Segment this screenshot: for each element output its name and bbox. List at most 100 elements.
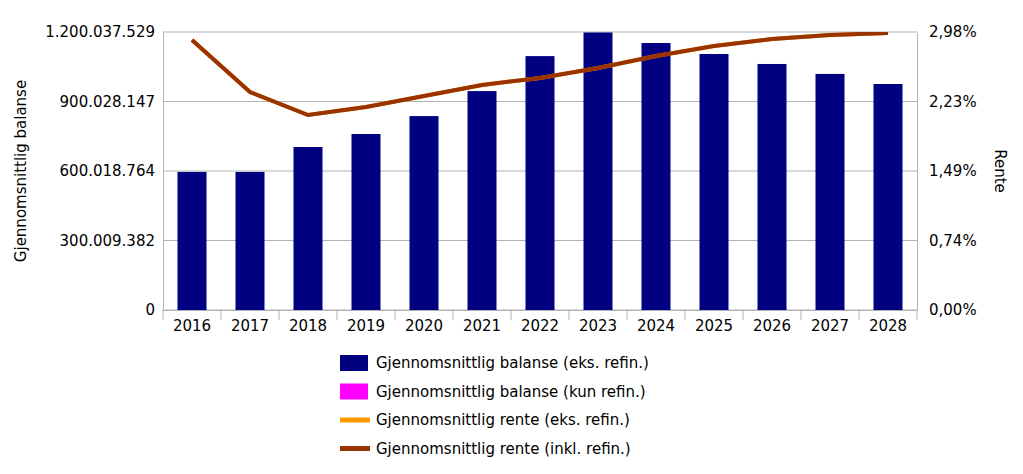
tick-label: 2027: [811, 317, 849, 335]
category-separator: [685, 310, 686, 320]
tick: 2025: [695, 310, 733, 335]
bar: [642, 43, 671, 44]
bar: [352, 134, 381, 135]
tick-label: 600.018.764: [60, 162, 155, 180]
tick: 1.200.037.529: [45, 23, 163, 41]
tick: 2020: [405, 310, 443, 335]
y-axis: 0 300.009.382 600.018.764 900.028.147 1.200.…: [45, 23, 163, 319]
category-separator: [453, 310, 454, 320]
axis-line: [163, 33, 164, 311]
tick-label: 300.009.382: [60, 232, 155, 250]
legend-item: Gjennomsnittlig rente (inkl. refin.): [340, 440, 631, 458]
tick: 2027: [811, 310, 849, 335]
bar: [526, 56, 555, 310]
bar: [236, 172, 265, 310]
category-separator: [569, 310, 570, 320]
tick: 300.009.382: [60, 232, 163, 250]
bar: [584, 32, 613, 33]
tick-label: 2026: [753, 317, 791, 335]
bar: [874, 84, 903, 85]
category-separator: [859, 310, 860, 320]
bar: [758, 63, 787, 64]
tick: 2017: [231, 310, 269, 335]
bar: [526, 56, 555, 57]
tick-label: 1,49%: [929, 162, 977, 180]
tick: 0,74%: [917, 232, 977, 250]
tick: 2016: [173, 310, 211, 335]
tick-label: 900.028.147: [60, 93, 155, 111]
bar: [758, 64, 787, 310]
legend-swatch: [340, 355, 368, 371]
tick: 600.018.764: [60, 162, 163, 180]
bar: [468, 91, 497, 92]
bar: [294, 147, 323, 148]
legend-swatch: [340, 384, 368, 400]
legend-swatch: [340, 418, 370, 423]
bar: [410, 116, 439, 117]
axis-line: [917, 33, 918, 311]
category-separator: [279, 310, 280, 320]
tick-label: 2022: [521, 317, 559, 335]
tick-label: 2,23%: [929, 93, 977, 111]
category-separator: [337, 310, 338, 320]
grid-line: [163, 32, 917, 33]
tick-label: 2024: [637, 317, 675, 335]
tick: 0,00%: [917, 301, 977, 319]
bar: [468, 91, 497, 310]
tick: 2021: [463, 310, 501, 335]
tick-label: 2016: [173, 317, 211, 335]
category-separator: [627, 310, 628, 320]
tick-label: 0,74%: [929, 232, 977, 250]
y2-axis-title: Rente: [991, 149, 1009, 193]
tick: 900.028.147: [60, 93, 163, 111]
legend-label: Gjennomsnittlig balanse (kun refin.): [376, 383, 646, 401]
tick-label: 0,00%: [929, 301, 977, 319]
tick-label: 2023: [579, 317, 617, 335]
tick: 1,49%: [917, 162, 977, 180]
legend-swatch: [340, 446, 370, 451]
tick: 2024: [637, 310, 675, 335]
tick-label: 2,98%: [929, 23, 977, 41]
legend-item: Gjennomsnittlig rente (eks. refin.): [340, 411, 630, 429]
tick-label: 2020: [405, 317, 443, 335]
chart: 0 300.009.382 600.018.764 900.028.147 1.200.…: [0, 0, 1023, 474]
bar: [294, 147, 323, 310]
legend-item: Gjennomsnittlig balanse (kun refin.): [340, 383, 646, 401]
tick: 2026: [753, 310, 791, 335]
bar: [642, 43, 671, 310]
line: [192, 33, 888, 115]
tick: 2019: [347, 310, 385, 335]
tick: 2022: [521, 310, 559, 335]
axis-line: [164, 310, 918, 311]
bar: [816, 73, 845, 74]
category-separator: [743, 310, 744, 320]
tick-label: 1.200.037.529: [45, 23, 155, 41]
tick: 2023: [579, 310, 617, 335]
bar: [584, 32, 613, 310]
tick-label: 2021: [463, 317, 501, 335]
legend-label: Gjennomsnittlig rente (eks. refin.): [376, 411, 630, 429]
bar: [236, 171, 265, 172]
y-axis-title: Gjennomsnittlig balanse: [12, 80, 30, 262]
grid: [163, 32, 917, 310]
tick: 0: [145, 301, 163, 319]
bar: [700, 54, 729, 310]
line: [192, 33, 888, 115]
category-separator: [395, 310, 396, 320]
tick: 2,98%: [917, 23, 977, 41]
tick-label: 2019: [347, 317, 385, 335]
legend-label: Gjennomsnittlig rente (inkl. refin.): [376, 440, 631, 458]
plot-area: [178, 32, 903, 310]
category-separator: [511, 310, 512, 320]
tick: 2018: [289, 310, 327, 335]
tick: 2028: [869, 310, 907, 335]
bar: [178, 172, 207, 310]
legend-label: Gjennomsnittlig balanse (eks. refin.): [376, 354, 649, 372]
x-axis: 2016 2017 2018 2019 2020 2021 2022 2023 2024 2025…: [164, 310, 918, 335]
tick: 2,23%: [917, 93, 977, 111]
legend-item: Gjennomsnittlig balanse (eks. refin.): [340, 354, 649, 372]
bar: [178, 171, 207, 172]
legend: Gjennomsnittlig balanse (eks. refin.) Gje…: [340, 354, 649, 458]
y2-axis: 0,00% 0,74% 1,49% 2,23% 2,98%: [917, 23, 977, 319]
bar: [352, 134, 381, 310]
